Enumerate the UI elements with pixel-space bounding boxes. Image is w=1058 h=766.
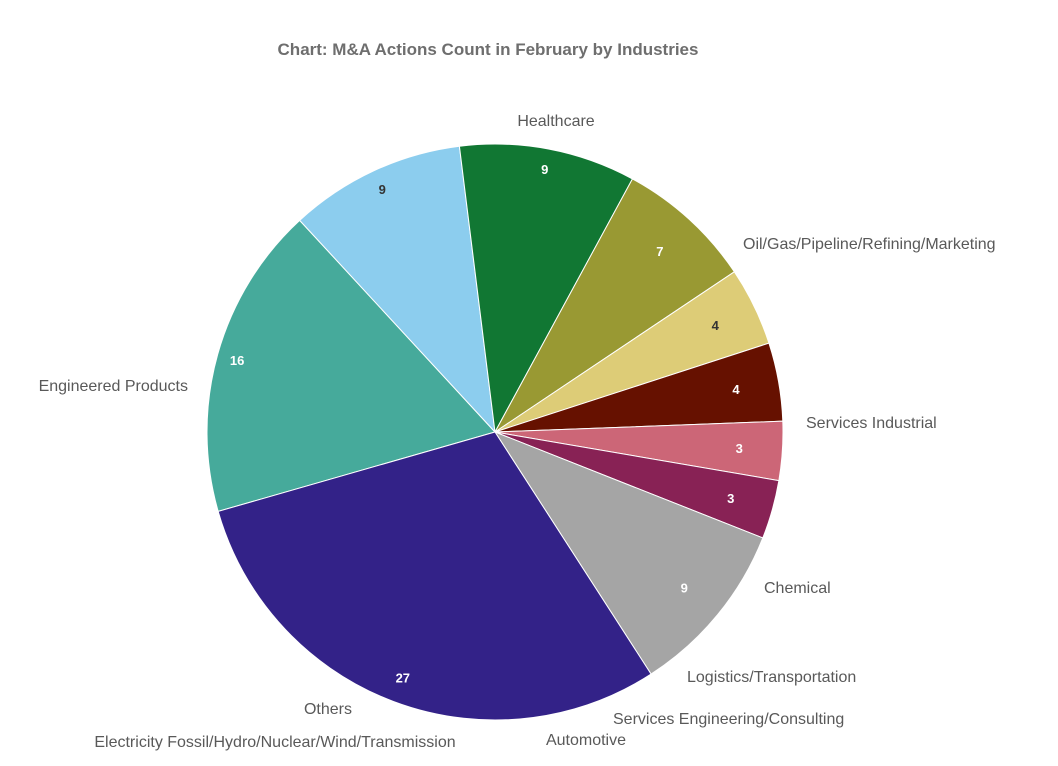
value-label-engineered-products: 27 <box>396 670 410 685</box>
category-label-chemical: Chemical <box>764 580 831 597</box>
pie-slice-oil-gas-pipeline-refining-marketing[interactable] <box>298 145 496 434</box>
value-label-services-industrial: 9 <box>541 162 548 177</box>
pie-value-labels: 16 9 9 7 4 4 3 3 9 27 <box>230 162 743 685</box>
category-label-oil-gas-pipeline-refining-marketing: Oil/Gas/Pipeline/Refining/Marketing <box>743 236 996 253</box>
category-label-electricity-fossil-hydro-nuclear-wind-transmission: Electricity Fossil/Hydro/Nuclear/Wind/Tr… <box>94 734 455 751</box>
pie-slices <box>206 143 784 721</box>
pie-category-labels: Healthcare Oil/Gas/Pipeline/Refining/Mark… <box>39 113 996 751</box>
pie-slice-services-industrial[interactable] <box>458 143 634 434</box>
pie-slice-others[interactable] <box>493 430 764 675</box>
category-label-logistics-transportation: Logistics/Transportation <box>687 669 856 686</box>
pie-slice-engineered-products[interactable] <box>217 431 652 721</box>
category-label-healthcare: Healthcare <box>517 113 594 130</box>
value-label-electricity-fossil-hydro-nuclear-wind-transmission: 3 <box>727 491 734 506</box>
value-label-healthcare: 16 <box>230 353 244 368</box>
pie-slice-healthcare[interactable] <box>206 219 496 512</box>
category-label-engineered-products: Engineered Products <box>39 378 188 395</box>
value-label-chemical: 7 <box>656 244 663 259</box>
category-label-automotive: Automotive <box>546 732 626 749</box>
value-label-others: 9 <box>681 580 688 595</box>
value-label-logistics-transportation: 4 <box>712 318 720 333</box>
value-label-automotive: 3 <box>736 441 743 456</box>
category-label-services-industrial: Services Industrial <box>806 415 937 432</box>
value-label-oil-gas-pipeline-refining-marketing: 9 <box>379 182 386 197</box>
category-label-services-engineering-consulting: Services Engineering/Consulting <box>613 711 844 728</box>
chart-title: Chart: M&A Actions Count in February by … <box>278 40 699 59</box>
category-label-others: Others <box>304 701 352 718</box>
value-label-services-engineering-consulting: 4 <box>732 382 740 397</box>
pie-slice-chemical[interactable] <box>494 178 736 433</box>
